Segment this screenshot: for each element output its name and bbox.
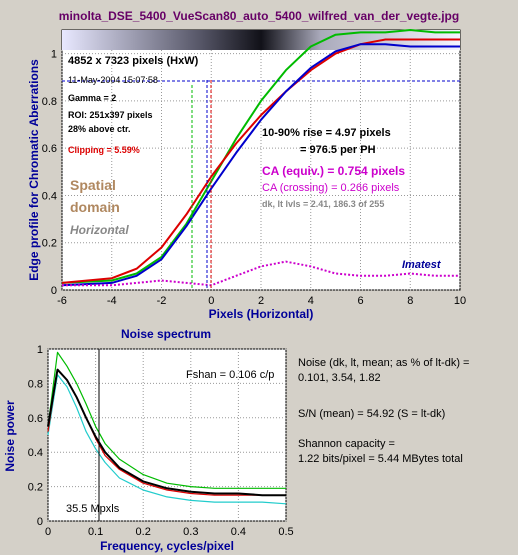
series-line-2 <box>61 38 460 284</box>
noise-stats-line1: Noise (dk, lt, mean; as % of lt-dk) = <box>298 357 469 369</box>
x-tick-label: 8 <box>407 295 413 307</box>
per-ph-text: = 976.5 per PH <box>300 144 376 156</box>
y-tick-label: 0.6 <box>28 413 43 425</box>
noise-stats-line2: 0.101, 3.54, 1.82 <box>298 372 381 384</box>
y-tick-label: 0 <box>51 285 57 297</box>
x-tick-label: -6 <box>57 295 67 307</box>
x-tick-label: 10 <box>454 295 466 307</box>
x-tick-label: -2 <box>157 295 167 307</box>
x-tick-label: 0 <box>208 295 214 307</box>
x-tick-label: 0.1 <box>88 526 103 538</box>
y-tick-label: 0 <box>37 516 43 528</box>
horizontal-label: Horizontal <box>70 223 129 237</box>
ca-equiv-text: CA (equiv.) = 0.754 pixels <box>262 164 405 178</box>
edge-profile-plot: -6 -4 -2 0 2 4 6 8 10 0 0.2 0.4 0.6 0.8 1 4852 x 7323 … <box>27 29 466 321</box>
mpxls-text: 35.5 Mpxls <box>66 503 120 515</box>
edge-xlabel: Pixels (Horizontal) <box>209 307 314 321</box>
edge-plot-grid <box>61 50 461 291</box>
y-tick-label: 0.2 <box>42 238 57 250</box>
series-line-1 <box>61 29 460 284</box>
imatest-logo-text: Imatest <box>402 259 442 271</box>
y-tick-label: 0.6 <box>42 143 57 155</box>
y-tick-label: 0.4 <box>28 447 43 459</box>
noise-stats-panel: Noise (dk, lt, mean; as % of lt-dk) = 0.… <box>298 357 469 465</box>
y-tick-label: 0.8 <box>28 378 43 390</box>
y-tick-label: 1 <box>51 49 57 61</box>
edge-series-group <box>61 29 460 287</box>
series-line-3 <box>61 43 460 287</box>
x-tick-label: 0.4 <box>231 526 246 538</box>
rise-text: 10-90% rise = 4.97 pixels <box>262 127 391 139</box>
series-line-4 <box>62 260 460 287</box>
fshan-text: Fshan = 0.106 c/p <box>186 369 274 381</box>
x-tick-label: 0.2 <box>136 526 151 538</box>
noise-series-group <box>47 351 287 505</box>
y-tick-label: 0.4 <box>42 190 57 202</box>
shannon-line2: 1.22 bits/pixel = 5.44 MBytes total <box>298 453 463 465</box>
ca-crossing-text: CA (crossing) = 0.266 pixels <box>262 182 400 194</box>
y-tick-label: 0.8 <box>42 96 57 108</box>
edge-plot-area <box>61 29 461 291</box>
noise-xlabel: Frequency, cycles/pixel <box>100 539 234 553</box>
x-tick-label: 0.3 <box>183 526 198 538</box>
spatial-label: Spatial <box>70 177 116 193</box>
x-tick-label: 6 <box>357 295 363 307</box>
series-line-2 <box>47 374 287 505</box>
noise-tick-labels: 0 0.1 0.2 0.3 0.4 0.5 0 0.2 0.4 0.6 0.8 1 <box>28 344 294 538</box>
x-tick-label: 4 <box>308 295 314 307</box>
y-tick-label: 1 <box>37 344 43 356</box>
x-tick-label: 2 <box>258 295 264 307</box>
edge-tick-labels: -6 -4 -2 0 2 4 6 8 10 0 0.2 0.4 0.6 0.8 1 <box>42 49 466 307</box>
levels-text: dk, lt lvls = 2.41, 186.3 of 255 <box>262 199 384 209</box>
clipping-text: Clipping = 5.59% <box>68 145 140 155</box>
edge-ylabel: Edge profile for Chromatic Aberrations <box>27 59 41 281</box>
series-line-1 <box>47 351 286 489</box>
date-text: 11-May-2004 15:07:58 <box>68 75 158 85</box>
series-line-4 <box>47 368 286 497</box>
figure-title: minolta_DSE_5400_VueScan80_auto_5400_wil… <box>59 9 459 23</box>
x-tick-label: -4 <box>107 295 117 307</box>
noise-ylabel: Noise power <box>3 400 17 472</box>
shannon-line1: Shannon capacity = <box>298 438 395 450</box>
y-tick-label: 0.2 <box>28 482 43 494</box>
roi-position-text: 28% above ctr. <box>68 124 131 134</box>
gamma-text: Gamma = 2 <box>68 93 116 103</box>
roi-text: ROI: 251x397 pixels <box>68 110 153 120</box>
x-tick-label: 0.5 <box>278 526 293 538</box>
noise-plot-grid <box>47 348 287 522</box>
snr-text: S/N (mean) = 54.92 (S = lt-dk) <box>298 408 445 420</box>
noise-spectrum-plot: Noise spectrum 0 0.1 0.2 0.3 0.4 0.5 0 0.2 0.4 0.… <box>3 327 294 553</box>
domain-label: domain <box>70 199 120 215</box>
noise-title: Noise spectrum <box>121 327 211 341</box>
x-tick-label: 0 <box>45 526 51 538</box>
image-size-text: 4852 x 7323 pixels (HxW) <box>68 55 199 67</box>
